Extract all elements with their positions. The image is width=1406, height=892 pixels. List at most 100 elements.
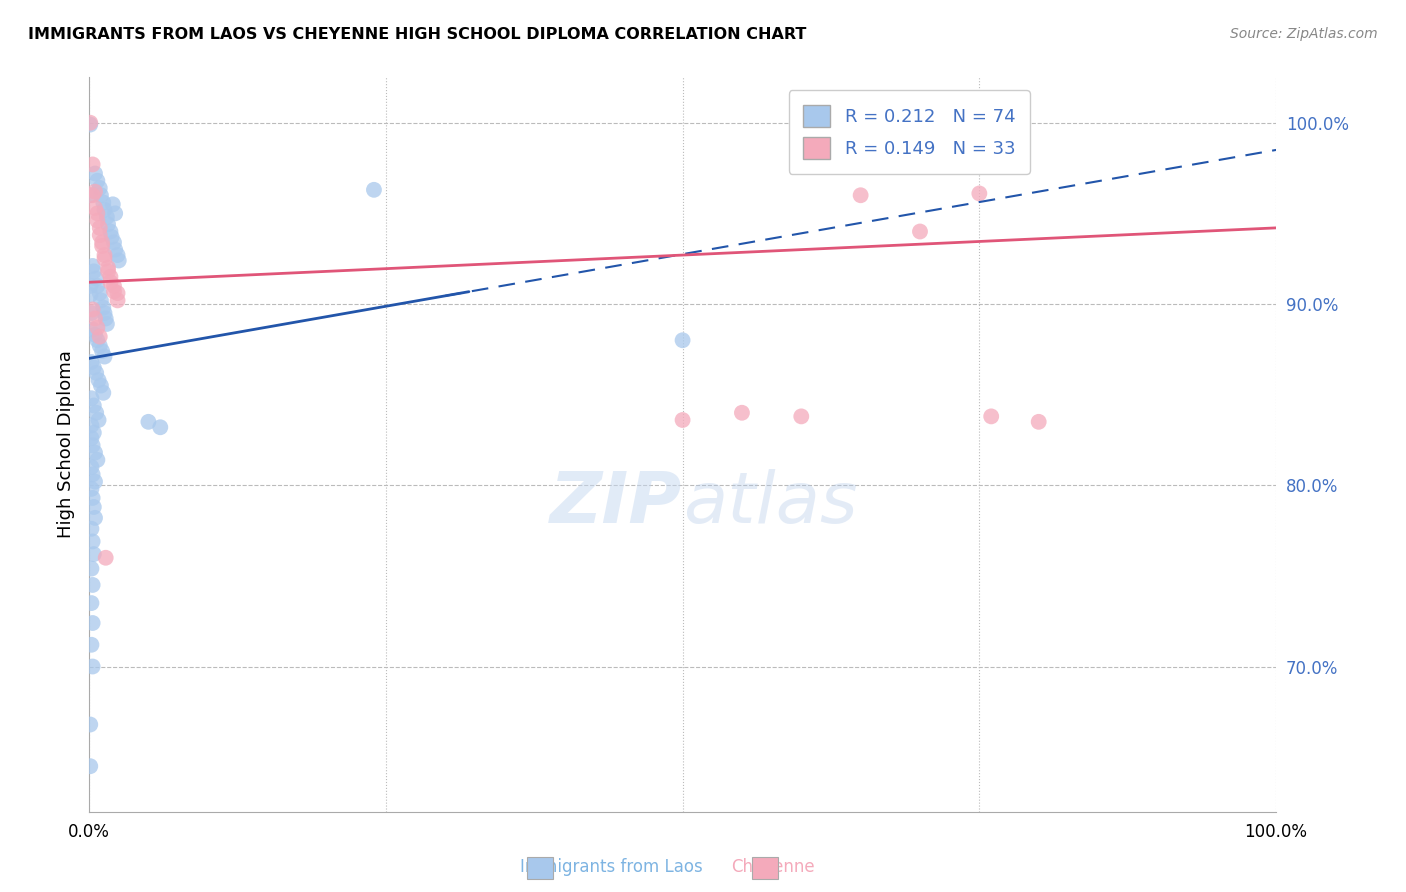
Point bbox=[80, 522, 103, 536]
Point bbox=[97, 264, 120, 278]
Point bbox=[80, 431, 103, 445]
Point bbox=[86, 206, 108, 220]
Point bbox=[86, 453, 108, 467]
Point bbox=[80, 418, 103, 433]
Point bbox=[82, 438, 104, 452]
Point bbox=[790, 409, 813, 424]
Point bbox=[83, 264, 105, 278]
Point bbox=[89, 339, 111, 353]
Point bbox=[107, 248, 129, 262]
Point bbox=[671, 413, 693, 427]
Point bbox=[103, 285, 125, 299]
Point bbox=[908, 225, 931, 239]
Point bbox=[89, 329, 111, 343]
Point bbox=[100, 275, 122, 289]
Point bbox=[80, 561, 103, 575]
Point bbox=[100, 269, 122, 284]
Point bbox=[79, 717, 101, 731]
Point bbox=[83, 425, 105, 440]
Point bbox=[82, 302, 104, 317]
Point bbox=[91, 239, 114, 253]
Point bbox=[80, 460, 103, 475]
Point bbox=[82, 615, 104, 630]
Point bbox=[79, 288, 101, 302]
Point bbox=[103, 278, 125, 293]
Point bbox=[107, 293, 129, 308]
Point bbox=[138, 415, 160, 429]
Point bbox=[969, 186, 991, 201]
Point bbox=[82, 467, 104, 482]
Point bbox=[79, 759, 101, 773]
Point bbox=[84, 406, 107, 420]
Point bbox=[91, 235, 114, 250]
Point bbox=[80, 596, 103, 610]
Point bbox=[82, 491, 104, 505]
Text: Source: ZipAtlas.com: Source: ZipAtlas.com bbox=[1230, 27, 1378, 41]
Point bbox=[83, 500, 105, 514]
Text: atlas: atlas bbox=[682, 468, 858, 538]
Point bbox=[96, 210, 118, 224]
Point bbox=[80, 306, 103, 320]
Point bbox=[101, 197, 124, 211]
Legend: R = 0.212   N = 74, R = 0.149   N = 33: R = 0.212 N = 74, R = 0.149 N = 33 bbox=[789, 90, 1029, 174]
Point bbox=[91, 344, 114, 359]
Point bbox=[89, 220, 111, 235]
Text: Immigrants from Laos: Immigrants from Laos bbox=[520, 858, 703, 876]
Point bbox=[83, 547, 105, 561]
Point bbox=[80, 638, 103, 652]
Point bbox=[79, 188, 101, 202]
Point bbox=[96, 317, 118, 331]
Point bbox=[89, 286, 111, 301]
Point bbox=[79, 118, 101, 132]
Point bbox=[82, 578, 104, 592]
Point bbox=[84, 475, 107, 489]
Point bbox=[93, 202, 115, 217]
Text: IMMIGRANTS FROM LAOS VS CHEYENNE HIGH SCHOOL DIPLOMA CORRELATION CHART: IMMIGRANTS FROM LAOS VS CHEYENNE HIGH SC… bbox=[28, 27, 807, 42]
Point bbox=[103, 235, 125, 250]
Point bbox=[80, 391, 103, 405]
Point bbox=[84, 201, 107, 215]
Point bbox=[89, 228, 111, 243]
Point bbox=[93, 350, 115, 364]
Point bbox=[94, 311, 117, 326]
Point bbox=[104, 243, 127, 257]
Point bbox=[82, 157, 104, 171]
Point bbox=[89, 181, 111, 195]
Point bbox=[83, 399, 105, 413]
Point bbox=[84, 366, 107, 380]
Point bbox=[87, 373, 110, 387]
Point bbox=[107, 253, 129, 268]
Point bbox=[86, 174, 108, 188]
Point bbox=[82, 322, 104, 336]
Point bbox=[149, 420, 172, 434]
Point bbox=[84, 271, 107, 285]
Point bbox=[86, 333, 108, 347]
Point bbox=[849, 188, 872, 202]
Point bbox=[1028, 415, 1050, 429]
Point bbox=[80, 482, 103, 496]
Point bbox=[104, 206, 127, 220]
Point bbox=[90, 188, 112, 202]
Point bbox=[93, 306, 115, 320]
Point bbox=[100, 225, 122, 239]
Point bbox=[90, 293, 112, 308]
Point bbox=[82, 188, 104, 202]
Point bbox=[363, 183, 385, 197]
Text: ZIP: ZIP bbox=[550, 468, 682, 538]
Point bbox=[82, 534, 104, 549]
Point bbox=[84, 311, 107, 326]
Point bbox=[82, 659, 104, 673]
Point bbox=[86, 213, 108, 227]
Point bbox=[84, 511, 107, 525]
Point bbox=[93, 248, 115, 262]
Point bbox=[84, 167, 107, 181]
Point bbox=[87, 413, 110, 427]
Point bbox=[86, 320, 108, 334]
Point bbox=[79, 278, 101, 293]
Point bbox=[97, 260, 120, 275]
Point bbox=[671, 333, 693, 347]
Point bbox=[980, 409, 1002, 424]
Point bbox=[731, 406, 754, 420]
Point bbox=[82, 259, 104, 273]
Point bbox=[80, 355, 103, 369]
